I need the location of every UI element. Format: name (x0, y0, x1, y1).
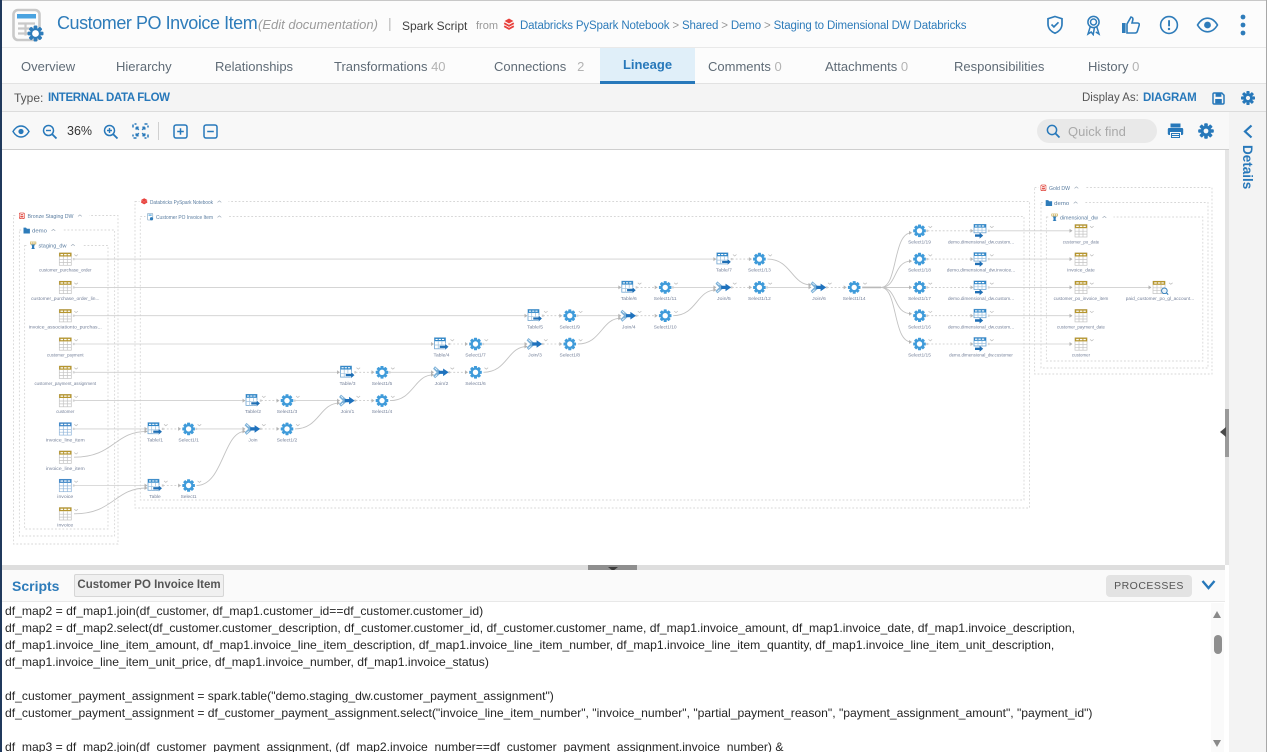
svg-text:invoice_line_item: invoice_line_item (46, 466, 85, 471)
svg-text:Join/5: Join/5 (717, 296, 731, 301)
svg-text:demo.dimensional_dw.custom...: demo.dimensional_dw.custom... (948, 324, 1014, 329)
svg-text:demo: demo (1054, 201, 1069, 207)
svg-text:Select1/9: Select1/9 (560, 324, 581, 329)
svg-text:customer_payment_assignment: customer_payment_assignment (35, 381, 97, 386)
svg-text:customer_payment_date: customer_payment_date (1057, 324, 1105, 329)
svg-text:Table/7: Table/7 (716, 268, 732, 273)
svg-text:Select1/12: Select1/12 (748, 296, 771, 301)
svg-text:Table/1: Table/1 (147, 438, 163, 443)
svg-text:Table/5: Table/5 (527, 324, 543, 329)
svg-text:Select1/14: Select1/14 (843, 296, 866, 301)
svg-text:demo.dimensional_dw.custom...: demo.dimensional_dw.custom... (948, 296, 1014, 301)
svg-text:Select1/1: Select1/1 (178, 438, 199, 443)
svg-text:Table/6: Table/6 (621, 296, 637, 301)
svg-text:Select1/4: Select1/4 (372, 409, 393, 414)
svg-text:invoice: invoice (57, 494, 73, 499)
svg-text:Select1/19: Select1/19 (908, 239, 931, 244)
svg-text:invoice_date: invoice_date (1067, 268, 1095, 273)
svg-text:paid_customer_po_gl_account...: paid_customer_po_gl_account... (1126, 296, 1194, 301)
svg-text:Select1/17: Select1/17 (908, 296, 931, 301)
svg-text:Databricks PySpark Notebook: Databricks PySpark Notebook (150, 200, 213, 206)
svg-text:Join/3: Join/3 (528, 353, 542, 358)
svg-text:Select1/10: Select1/10 (654, 324, 677, 329)
svg-text:Gold DW: Gold DW (1049, 186, 1071, 192)
svg-text:customer_po_date: customer_po_date (1063, 239, 1100, 244)
svg-text:dimensional_dw: dimensional_dw (1060, 215, 1098, 221)
svg-text:Select1/18: Select1/18 (908, 268, 931, 273)
svg-text:demo.dimensional_dw.custom...: demo.dimensional_dw.custom... (948, 239, 1014, 244)
svg-text:staging_dw: staging_dw (39, 243, 67, 249)
svg-text:Select1/16: Select1/16 (908, 324, 931, 329)
svg-text:Select1/11: Select1/11 (654, 296, 677, 301)
svg-text:Table: Table (149, 494, 161, 499)
svg-text:customer_purchase_order_lin...: customer_purchase_order_lin... (31, 296, 99, 301)
svg-text:Table/3: Table/3 (340, 381, 356, 386)
svg-text:Table/4: Table/4 (434, 353, 450, 358)
svg-text:invoice: invoice (57, 522, 73, 527)
svg-text:invoice_associationto_purchas.: invoice_associationto_purchas... (29, 324, 102, 329)
svg-text:Select1/6: Select1/6 (465, 381, 486, 386)
svg-text:Select1/13: Select1/13 (748, 268, 771, 273)
svg-text:customer_payment: customer_payment (47, 353, 84, 358)
svg-text:demo: demo (32, 228, 47, 234)
svg-text:Select1/7: Select1/7 (465, 353, 486, 358)
svg-text:Join/6: Join/6 (812, 296, 826, 301)
svg-text:Join: Join (248, 438, 258, 443)
svg-text:Table/2: Table/2 (245, 409, 261, 414)
svg-text:Select1/8: Select1/8 (560, 353, 581, 358)
svg-text:demo.dimensional_dw.customer: demo.dimensional_dw.customer (949, 353, 1013, 358)
svg-text:Join/1: Join/1 (341, 409, 355, 414)
svg-text:customer: customer (1072, 353, 1091, 358)
svg-text:Join/4: Join/4 (622, 324, 636, 329)
svg-text:customer: customer (56, 409, 75, 414)
svg-text:customer_po_invoice_item: customer_po_invoice_item (1054, 296, 1109, 301)
svg-text:Join/2: Join/2 (435, 381, 449, 386)
svg-text:customer_purchase_order: customer_purchase_order (39, 268, 92, 273)
svg-text:Select1/3: Select1/3 (277, 409, 298, 414)
svg-text:Select1: Select1 (181, 494, 197, 499)
svg-text:Select1/2: Select1/2 (277, 438, 298, 443)
svg-text:Select1/5: Select1/5 (372, 381, 393, 386)
svg-text:demo.dimensional_dw.invoice...: demo.dimensional_dw.invoice... (947, 268, 1015, 273)
svg-text:Customer PO Invoice Item: Customer PO Invoice Item (156, 215, 213, 221)
svg-text:Select1/15: Select1/15 (908, 353, 931, 358)
svg-text:invoice_line_item: invoice_line_item (46, 438, 85, 443)
svg-text:Bronze Staging DW: Bronze Staging DW (28, 214, 75, 220)
